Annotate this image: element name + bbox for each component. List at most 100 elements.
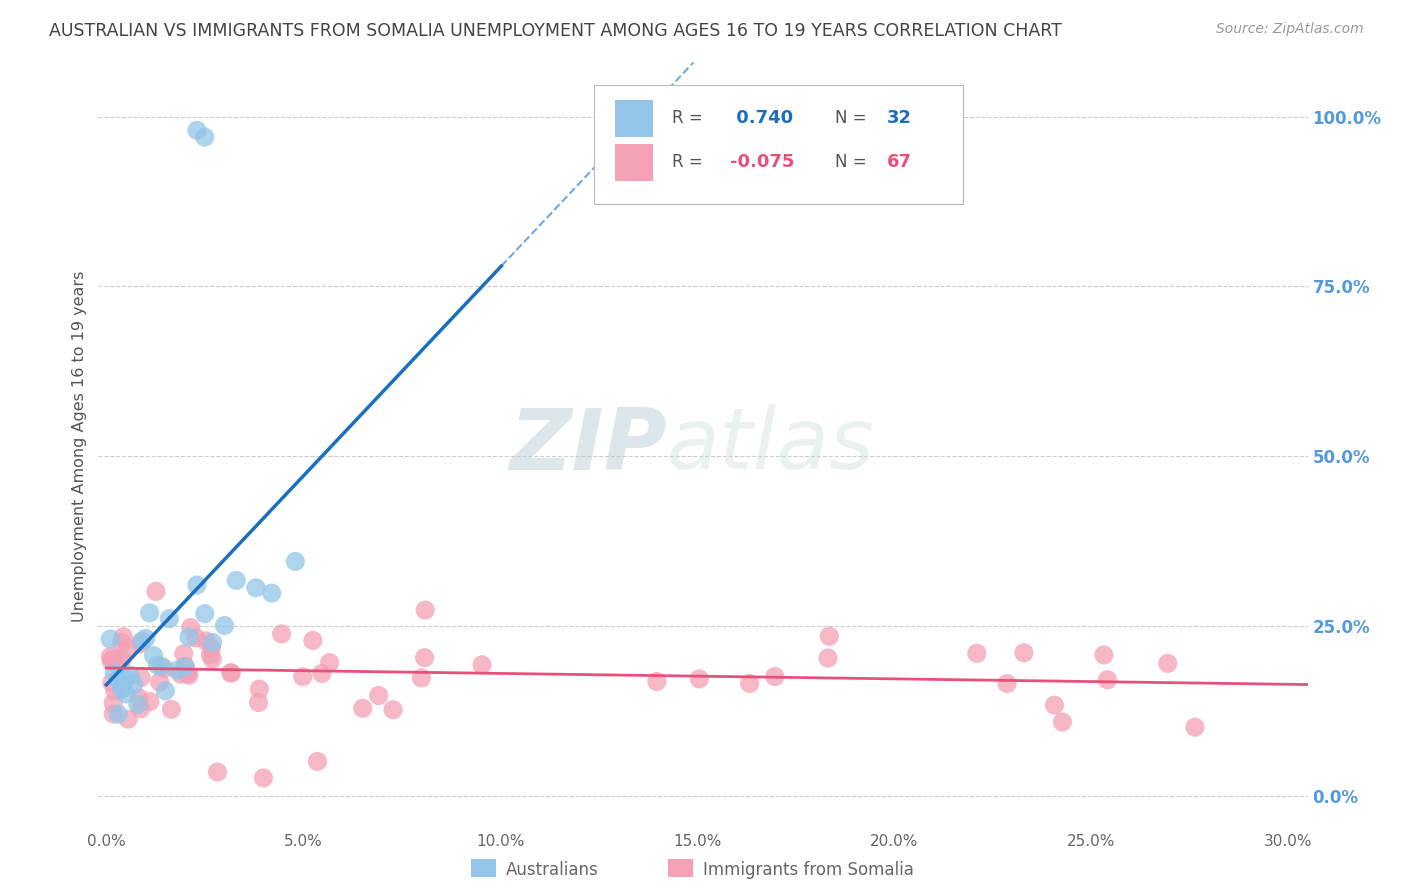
Point [247,696,270,710]
Point [252,771,274,785]
Point [200,648,222,662]
Point [413,650,436,665]
Point [413,603,436,617]
Point [194,130,217,145]
Point [352,701,374,715]
Point [103,707,125,722]
Point [155,683,177,698]
Point [186,123,208,137]
Point [127,697,149,711]
Point [98,632,121,646]
Point [150,659,173,673]
Point [195,634,218,648]
Point [131,634,153,648]
Point [382,703,405,717]
Point [194,607,217,621]
Point [173,647,195,661]
Point [111,652,134,666]
Point [111,682,134,697]
Point [128,691,150,706]
Text: ZIP: ZIP [509,404,666,488]
Point [1184,720,1206,734]
Point [101,652,124,666]
Point [176,666,198,681]
Point [110,635,132,649]
Point [112,630,135,644]
Text: Australians: Australians [506,861,599,879]
Point [103,696,125,710]
Point [107,658,129,673]
Point [207,764,229,779]
Point [688,672,710,686]
Point [153,661,176,675]
Text: 0.740: 0.740 [730,110,793,128]
Point [186,578,208,592]
Point [1092,648,1115,662]
Point [129,637,152,651]
Text: N =: N = [835,110,872,128]
Point [103,666,125,681]
Text: R =: R = [672,110,707,128]
Text: Source: ZipAtlas.com: Source: ZipAtlas.com [1216,22,1364,37]
Point [166,663,188,677]
Point [118,668,141,682]
Point [117,712,139,726]
Text: 32: 32 [887,110,912,128]
Point [138,606,160,620]
Point [135,632,157,646]
Point [471,657,494,672]
Point [995,676,1018,690]
Point [107,673,129,687]
Point [100,655,122,669]
Point [98,649,121,664]
FancyBboxPatch shape [595,86,963,204]
Point [763,669,786,683]
Point [307,755,329,769]
Point [1097,673,1119,687]
Point [219,665,242,680]
Point [411,671,433,685]
Point [201,635,224,649]
Point [818,629,841,643]
Point [1052,714,1074,729]
Point [146,658,169,673]
Text: Immigrants from Somalia: Immigrants from Somalia [703,861,914,879]
Point [142,648,165,663]
FancyBboxPatch shape [614,100,654,136]
Point [270,627,292,641]
Point [111,680,134,694]
Point [219,665,242,680]
Point [177,630,200,644]
Point [367,689,389,703]
Point [817,651,839,665]
Point [311,666,333,681]
Point [149,675,172,690]
Point [139,694,162,708]
Point [245,581,267,595]
Point [1157,657,1180,671]
Point [160,702,183,716]
Point [247,681,270,696]
Point [1012,646,1035,660]
Point [115,672,138,686]
Point [260,586,283,600]
Text: AUSTRALIAN VS IMMIGRANTS FROM SOMALIA UNEMPLOYMENT AMONG AGES 16 TO 19 YEARS COR: AUSTRALIAN VS IMMIGRANTS FROM SOMALIA UN… [49,22,1062,40]
Point [284,554,307,568]
Point [104,684,127,698]
Point [115,687,138,701]
Text: atlas: atlas [666,404,875,488]
Point [180,621,202,635]
FancyBboxPatch shape [614,144,654,180]
Point [129,702,152,716]
Text: -0.075: -0.075 [730,153,794,171]
Point [157,612,180,626]
Point [129,670,152,684]
Point [738,676,761,690]
Point [101,675,124,690]
Point [645,674,668,689]
Text: N =: N = [835,153,872,171]
Text: R =: R = [672,153,707,171]
Point [318,656,340,670]
Point [122,677,145,691]
Point [115,642,138,657]
